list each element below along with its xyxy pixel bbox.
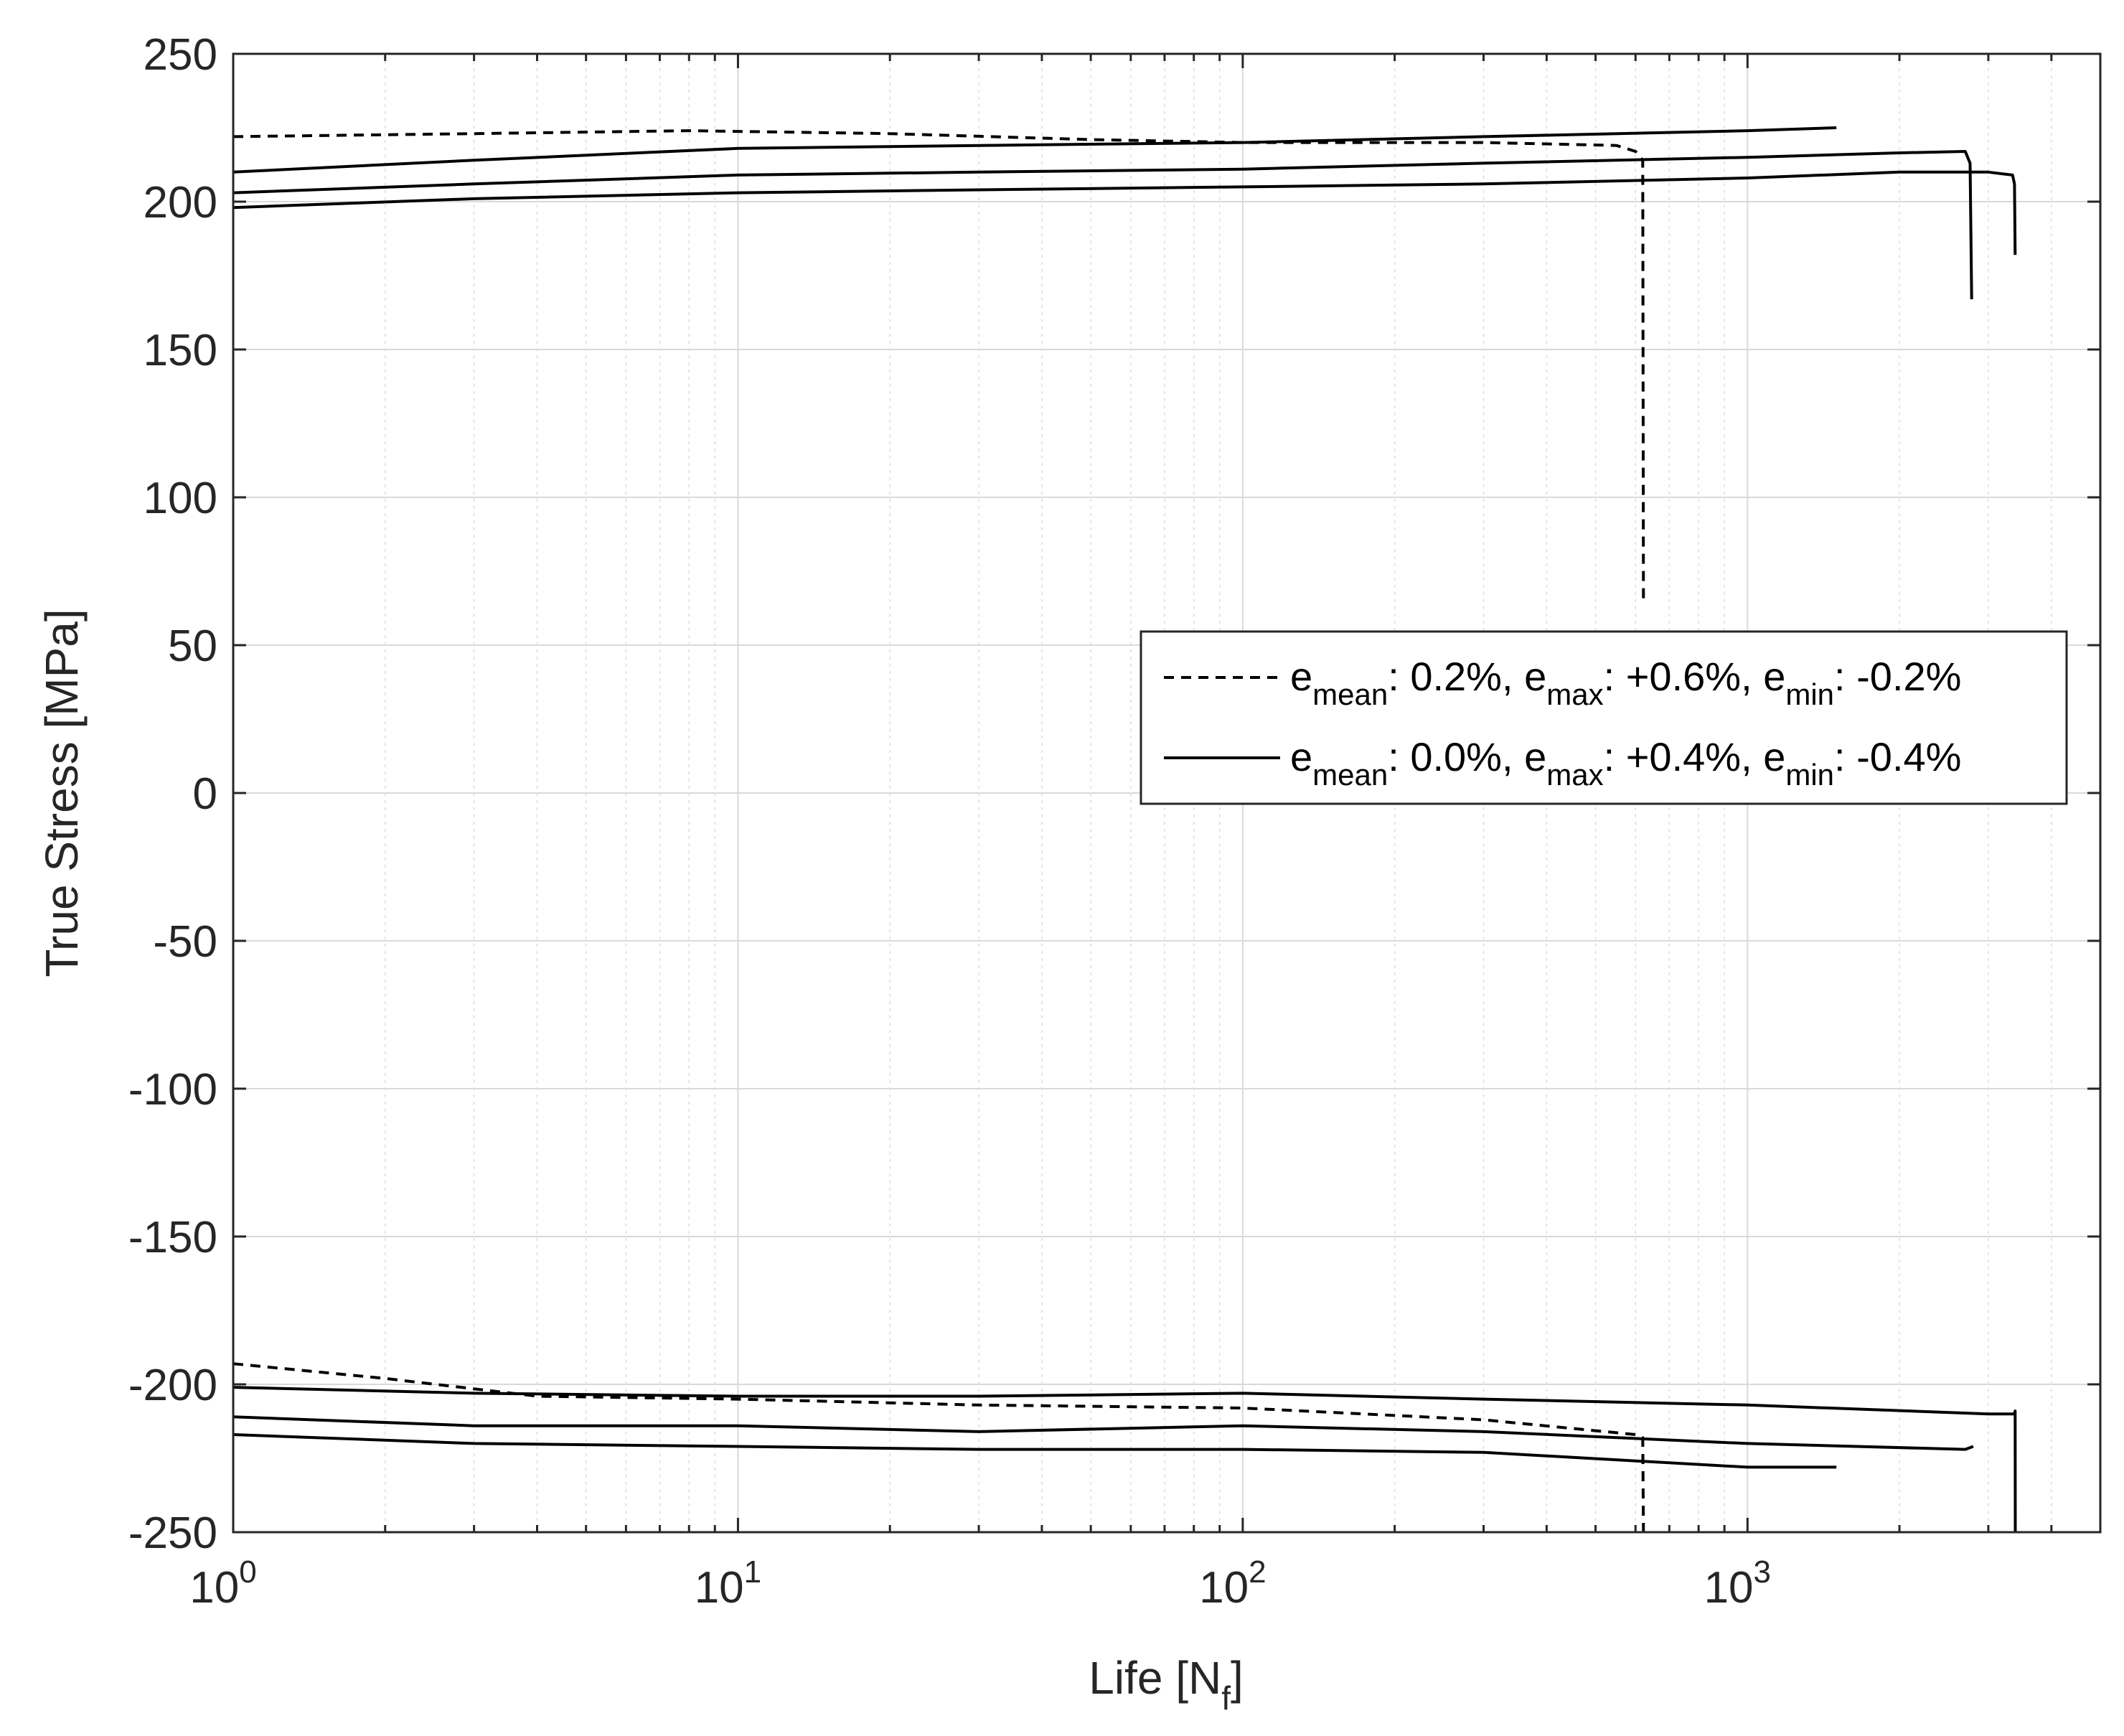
y-tick-label: 150	[144, 326, 217, 375]
y-tick-label: 200	[144, 178, 217, 227]
y-tick-label: -150	[128, 1213, 217, 1262]
x-tick-label: 100	[189, 1554, 256, 1613]
series-line-1	[233, 129, 1645, 601]
y-axis-label: True Stress [MPa]	[36, 609, 88, 977]
legend-entry-2: emean: 0.0%, emax: +0.4%, emin: -0.4%	[1290, 734, 1961, 792]
y-tick-label: 250	[144, 30, 217, 80]
y-tick-label: -250	[128, 1509, 217, 1558]
series-line-2	[233, 1362, 1645, 1532]
y-tick-label: -200	[128, 1361, 217, 1410]
series-line-8	[233, 1433, 1837, 1469]
series-line-6	[233, 1386, 2017, 1532]
series-line-7	[233, 1415, 1974, 1451]
y-tick-label: 100	[144, 474, 217, 523]
y-tick-label: 0	[193, 769, 217, 819]
series-line-4	[233, 150, 1973, 300]
legend-box	[1139, 630, 2068, 805]
x-tick-label: 101	[695, 1554, 761, 1613]
legend-entry-1: emean: 0.2%, emax: +0.6%, emin: -0.2%	[1290, 654, 1961, 711]
y-tick-label: -50	[153, 917, 217, 967]
series-line-3	[233, 126, 1837, 174]
series-line-5	[233, 170, 2017, 255]
y-tick-label: 50	[168, 621, 217, 671]
x-tick-label: 102	[1199, 1554, 1266, 1613]
x-axis-label: Life [Nf]	[1089, 1652, 1244, 1717]
x-tick-label: 103	[1704, 1554, 1771, 1613]
y-tick-label: -100	[128, 1065, 217, 1115]
